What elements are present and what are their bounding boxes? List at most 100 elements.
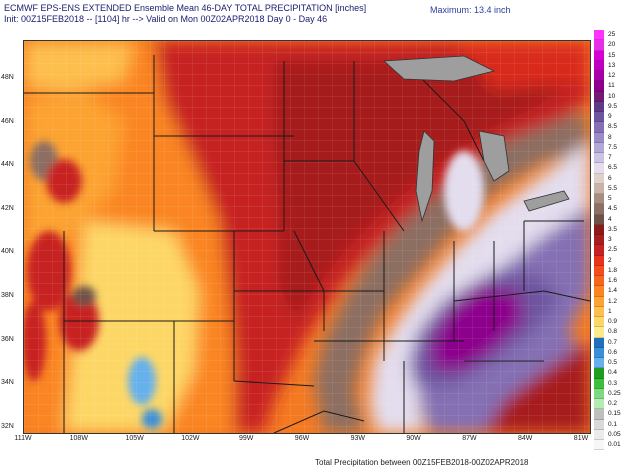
county-grid	[24, 41, 590, 433]
legend-label: 11	[608, 82, 615, 90]
legend-swatch	[594, 440, 604, 451]
legend-swatch	[594, 327, 604, 338]
legend-entry: 9	[594, 112, 628, 123]
legend-label: 20	[608, 41, 616, 49]
legend-swatch	[594, 306, 604, 317]
legend-label: 0.01	[608, 441, 621, 448]
precipitation-legend: 25 20 15 13 12 11 10 9.5 9 8.5 8 7.5 7 6.5 6 5.5 5 4.5 4 3.…	[594, 30, 628, 451]
legend-entry: 0.6	[594, 347, 628, 358]
legend-label: 9.5	[608, 102, 618, 110]
legend-entry: 2.5	[594, 245, 628, 256]
longitude-label: 87W	[462, 435, 477, 442]
longitude-label: 108W	[69, 435, 88, 442]
legend-label: 0.1	[608, 420, 618, 428]
legend-label: 9	[608, 113, 612, 120]
legend-label: 15	[608, 51, 616, 59]
legend-label: 6.5	[608, 164, 618, 172]
legend-swatch	[594, 235, 604, 246]
lake-erie	[523, 190, 570, 212]
legend-swatch	[594, 317, 604, 328]
legend-label: 0.15	[608, 410, 621, 418]
latitude-label: 48N	[1, 74, 14, 81]
legend-entry: 9.5	[594, 101, 628, 112]
legend-entry: 1.2	[594, 296, 628, 307]
state-line	[233, 380, 315, 387]
legend-entry: 0.1	[594, 419, 628, 430]
legend-swatch	[594, 214, 604, 225]
legend-label: 2	[608, 256, 612, 264]
state-line	[403, 60, 485, 162]
legend-label: 10	[608, 92, 616, 100]
legend-entry: 10	[594, 91, 628, 102]
legend-swatch	[594, 122, 604, 133]
longitude-label: 84W	[517, 435, 533, 442]
latitude-label: 38N	[1, 292, 14, 299]
legend-entry: 0.05	[594, 429, 628, 440]
longitude-label: 81W	[573, 435, 589, 442]
legend-entry: 11	[594, 81, 628, 92]
legend-swatch	[594, 378, 604, 389]
legend-label: 0.25	[608, 389, 621, 397]
latitude-label: 44N	[1, 161, 14, 169]
legend-swatch	[594, 296, 604, 307]
legend-label: 5	[608, 195, 612, 202]
legend-swatch	[594, 419, 604, 430]
longitude-label: 111W	[14, 435, 32, 442]
legend-entry: 1	[594, 306, 628, 317]
legend-entry: 5.5	[594, 183, 628, 194]
longitude-label: 93W	[350, 435, 365, 442]
legend-entry: 0.3	[594, 378, 628, 389]
latitude-label: 34N	[1, 379, 14, 387]
great-lakes	[383, 55, 570, 223]
legend-swatch	[594, 132, 604, 143]
legend-entry: 4.5	[594, 204, 628, 215]
legend-label: 8.5	[608, 123, 618, 131]
legend-swatch	[594, 183, 604, 194]
legend-entry: 2	[594, 255, 628, 266]
latitude-label: 46N	[1, 117, 14, 125]
legend-swatch	[594, 388, 604, 399]
legend-label: 4	[608, 215, 612, 223]
legend-label: 1.6	[608, 277, 618, 284]
legend-swatch	[594, 409, 604, 420]
legend-entry: 25	[594, 30, 628, 41]
legend-entry: 1.4	[594, 286, 628, 297]
legend-swatch	[594, 347, 604, 358]
legend-swatch	[594, 81, 604, 92]
latitude-label: 36N	[1, 335, 14, 343]
legend-swatch	[594, 265, 604, 276]
legend-label: 4.5	[608, 205, 618, 213]
legend-entry: 7.5	[594, 142, 628, 153]
legend-entry: 7	[594, 153, 628, 164]
legend-entry: 3.5	[594, 224, 628, 235]
legend-swatch	[594, 71, 604, 82]
legend-swatch	[594, 91, 604, 102]
legend-swatch	[594, 358, 604, 369]
latitude-label: 42N	[1, 204, 14, 212]
legend-swatch	[594, 429, 604, 440]
legend-label: 12	[608, 72, 616, 79]
legend-label: 1.2	[608, 297, 618, 305]
precipitation-map	[23, 40, 591, 434]
legend-swatch	[594, 399, 604, 410]
legend-label: 7	[608, 154, 612, 161]
legend-entry: 0.8	[594, 327, 628, 338]
legend-label: 7.5	[608, 143, 618, 151]
longitude-label: 90W	[406, 435, 421, 442]
lake-huron	[478, 130, 510, 182]
legend-label: 0.6	[608, 348, 618, 356]
legend-entry: 12	[594, 71, 628, 82]
legend-label: 0.7	[608, 338, 618, 346]
legend-swatch	[594, 173, 604, 184]
legend-swatch	[594, 40, 604, 51]
longitude-label: 102W	[181, 435, 200, 442]
lake-superior	[383, 55, 496, 82]
legend-label: 3	[608, 236, 612, 243]
legend-swatch	[594, 153, 604, 164]
legend-swatch	[594, 101, 604, 112]
state-line	[453, 290, 545, 302]
legend-entry: 0.4	[594, 368, 628, 379]
legend-label: 25	[608, 31, 616, 38]
legend-label: 6	[608, 174, 612, 182]
legend-entry: 0.01	[594, 440, 628, 451]
